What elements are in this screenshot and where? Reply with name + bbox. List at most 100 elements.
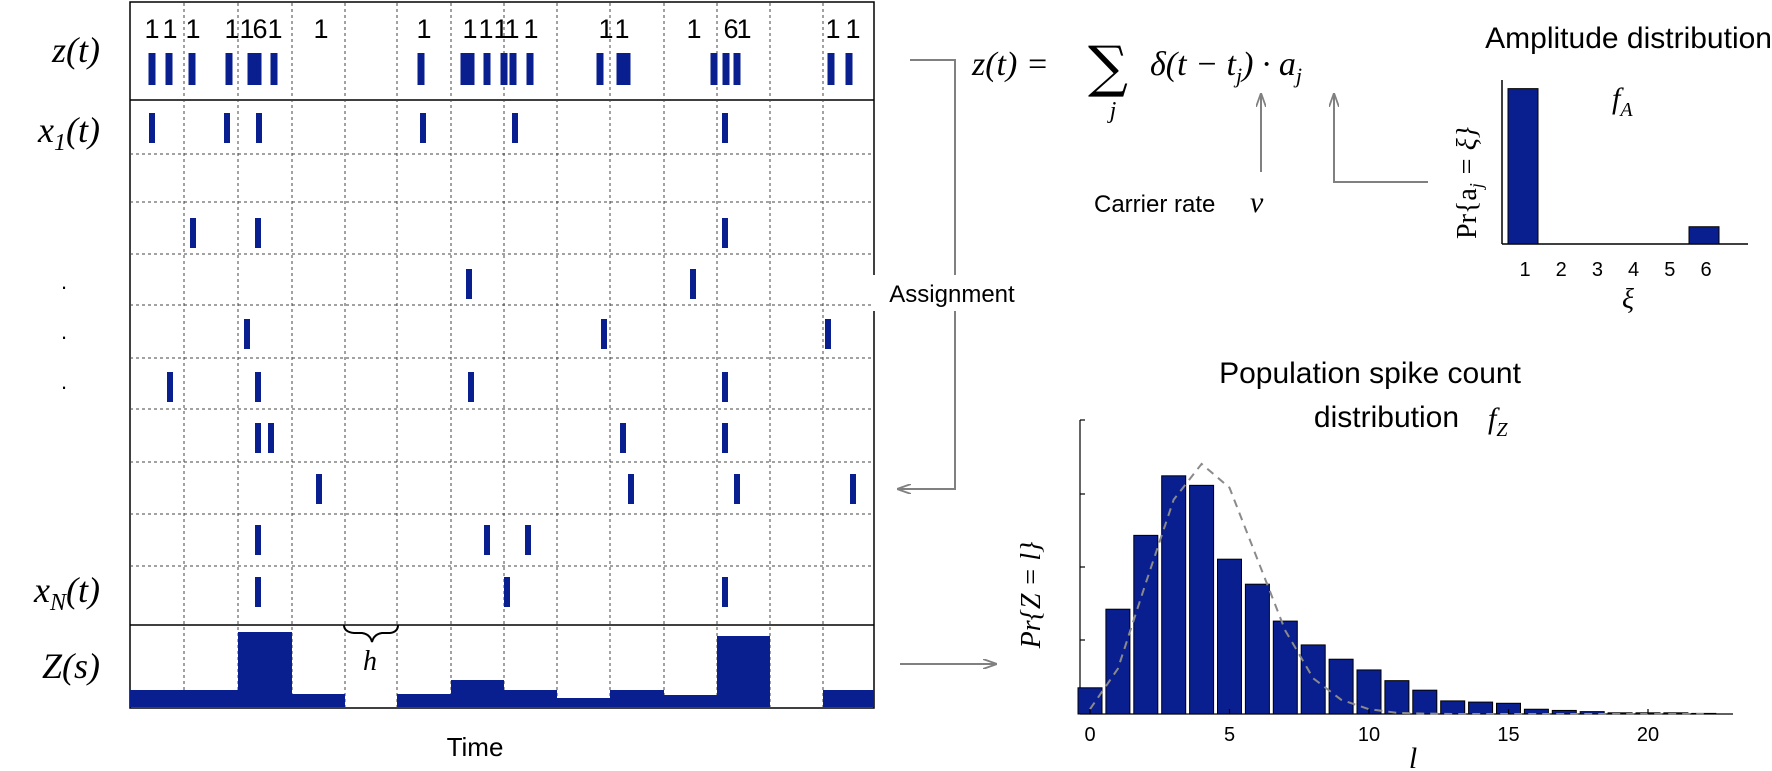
- count-bar-6: [1244, 583, 1270, 715]
- count-bar-4: [1189, 484, 1215, 715]
- Zs-bar-7: [504, 690, 557, 707]
- xN-label: xN(t): [33, 570, 100, 616]
- amp-tick-3: 3: [1592, 259, 1603, 281]
- amplitude-label-9: 1: [462, 14, 477, 44]
- assignment-connector: Assignment: [872, 59, 1032, 664]
- neuron-spike-3-2: [825, 319, 831, 349]
- amp-bar-6: [1688, 226, 1720, 245]
- neuron-spike-7-1: [484, 525, 490, 555]
- z-spike-9: [467, 53, 475, 85]
- Zs-bar-5: [397, 694, 451, 707]
- z-spike-18: [722, 53, 730, 85]
- time-axis-label: Time: [447, 732, 504, 762]
- neuron-spike-4-2: [468, 372, 474, 402]
- neuron-spike-8-1: [504, 577, 510, 607]
- neuron-spike-1-2: [722, 218, 728, 248]
- count-bar-13: [1440, 700, 1466, 715]
- neuron-spike-3-0: [244, 319, 250, 349]
- amplitude-label-2: 1: [185, 14, 200, 44]
- count-chart-title-line2: distribution: [1314, 401, 1459, 434]
- amplitude-label-10: 1: [478, 14, 493, 44]
- sum-symbol: ∑: [1088, 35, 1128, 100]
- spike-raster-panel: 1 1 1 1 16 1 1 1 1 1 11 1 1 1 1 61 1 1 h z(t) x1(t) · · ·…: [33, 1, 875, 762]
- count-bar-17: [1551, 709, 1577, 715]
- amplitude-label-14: 1: [598, 14, 613, 44]
- z-spike-21: [845, 53, 853, 85]
- amplitude-label-6: 1: [267, 14, 282, 44]
- Zs-bar-10: [664, 695, 717, 707]
- neuron-spike-6-1: [628, 474, 634, 504]
- raster-frame: [129, 1, 875, 709]
- z-spike-5: [254, 53, 262, 85]
- amplitude-label-17: 6: [723, 14, 738, 44]
- amplitude-chart-title: Amplitude distribution: [1485, 22, 1772, 55]
- neuron-spike-5-3: [722, 423, 728, 453]
- amp-tick-5: 5: [1664, 259, 1675, 281]
- neuron-spike-0-4: [512, 113, 518, 143]
- count-bar-9: [1328, 658, 1354, 715]
- compound-poisson-equation: z(t) = ∑ j δ(t − tj) · aj Carrier rate ν: [971, 35, 1428, 219]
- amplitude-arrow: [1334, 94, 1428, 183]
- z-spike-0: [148, 53, 156, 85]
- neuron-spike-5-0: [255, 423, 261, 453]
- count-bar-10: [1356, 669, 1382, 715]
- amplitude-label-15: 1: [614, 14, 629, 44]
- count-bar-16: [1523, 708, 1549, 715]
- amplitude-label-18: 1: [736, 14, 751, 44]
- amplitude-label-13: 1: [523, 14, 538, 44]
- amp-tick-4: 4: [1628, 259, 1639, 281]
- amplitude-ylabel: Pr{aj = ξ}: [1452, 127, 1486, 239]
- amplitude-distribution-chart: Amplitude distribution fA Pr{aj = ξ} ξ 1…: [1452, 22, 1772, 315]
- z-spike-12: [509, 53, 517, 85]
- z-spike-17: [710, 53, 718, 85]
- equation-body: δ(t − tj) · aj: [1150, 46, 1302, 88]
- neuron-spike-1-0: [190, 218, 196, 248]
- amplitude-label-20: 1: [845, 14, 860, 44]
- vertical-dot-3: ·: [60, 374, 67, 399]
- amp-tick-6: 6: [1700, 259, 1711, 281]
- z-spike-4: [247, 53, 255, 85]
- gaussian-fit-curve: [1089, 462, 1704, 715]
- raster-spikes: [148, 53, 856, 607]
- bin-width-label: h: [363, 646, 377, 677]
- population-spike-count-chart: Population spike count distribution fZ P…: [1016, 357, 1733, 771]
- z-spike-1: [165, 53, 173, 85]
- count-xtick-label-15: 15: [1497, 724, 1519, 746]
- Zs-bar-6: [451, 680, 504, 707]
- z-spike-11: [500, 53, 508, 85]
- x1-label: x1(t): [37, 110, 100, 156]
- count-bar-5: [1217, 558, 1242, 715]
- count-chart-plot: 0 5 10 15 20: [1077, 419, 1733, 746]
- raster-grid: [130, 3, 874, 707]
- amp-tick-1: 1: [1519, 259, 1530, 281]
- neuron-spike-5-2: [620, 423, 626, 453]
- Zs-bar-13: [823, 690, 874, 707]
- z-spike-14: [596, 53, 604, 85]
- z-spike-20: [827, 53, 835, 85]
- neuron-spike-8-2: [722, 577, 728, 607]
- count-bar-14: [1468, 701, 1494, 715]
- Zs-bar-2: [238, 632, 292, 707]
- vertical-dot-2: ·: [60, 324, 67, 349]
- z-spike-2: [188, 53, 196, 85]
- count-xtick-label-10: 10: [1358, 724, 1380, 746]
- Zs-bar-8: [557, 698, 610, 707]
- amplitude-func-label: fA: [1612, 82, 1633, 121]
- bin-width-brace: [343, 624, 399, 643]
- count-bar-2: [1133, 534, 1159, 715]
- Zs-bar-11: [717, 636, 770, 707]
- count-bar-3: [1161, 475, 1187, 715]
- z-spike-19: [733, 53, 741, 85]
- Z-s-label: Z(s): [42, 646, 100, 686]
- z-spike-3: [225, 53, 233, 85]
- amplitude-label-0: 1: [144, 14, 159, 44]
- Zs-bar-0: [130, 690, 184, 707]
- neuron-spike-2-1: [690, 269, 696, 299]
- Zs-bar-9: [610, 690, 664, 707]
- amplitude-label-3: 1: [224, 14, 239, 44]
- amp-bar-1: [1507, 88, 1539, 245]
- count-bar-11: [1384, 680, 1410, 715]
- count-xtick-label-0: 0: [1084, 724, 1095, 746]
- z-spike-10: [483, 53, 491, 85]
